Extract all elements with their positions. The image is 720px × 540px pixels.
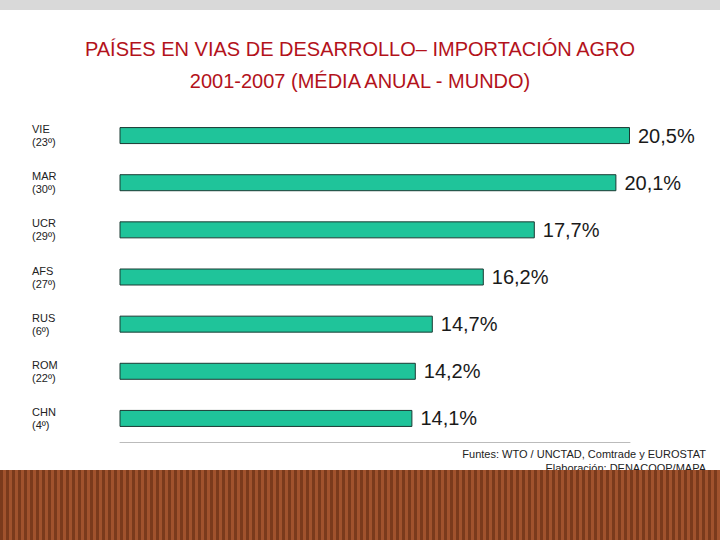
svg-text:20,1%: 20,1% [624,172,681,194]
svg-text:(4º): (4º) [32,419,49,431]
svg-text:(23º): (23º) [32,136,56,148]
svg-text:(27º): (27º) [32,278,56,290]
svg-text:20,5%: 20,5% [638,125,695,147]
svg-text:(6º): (6º) [32,325,49,337]
svg-text:(22º): (22º) [32,372,56,384]
svg-text:PAÍSES EN VIAS DE DESARROLLO–: PAÍSES EN VIAS DE DESARROLLO– IMPORTACIÓ… [85,38,635,60]
svg-text:17,7%: 17,7% [543,219,600,241]
svg-text:2001-2007 (MÉDIA ANUAL - MUNDO: 2001-2007 (MÉDIA ANUAL - MUNDO) [190,70,530,92]
svg-text:(30º): (30º) [32,183,56,195]
svg-text:(29º): (29º) [32,230,56,242]
svg-text:CHN: CHN [32,406,56,418]
svg-text:MAR: MAR [32,170,57,182]
svg-text:14,7%: 14,7% [441,313,498,335]
svg-text:16,2%: 16,2% [492,266,549,288]
svg-text:UCR: UCR [32,217,56,229]
svg-text:AFS: AFS [32,265,53,277]
svg-text:ROM: ROM [32,359,58,371]
svg-text:VIE: VIE [32,123,50,135]
svg-text:14,1%: 14,1% [420,407,477,429]
svg-text:RUS: RUS [32,312,55,324]
svg-text:Funtes: WTO / UNCTAD, Comtrade: Funtes: WTO / UNCTAD, Comtrade y EUROSTA… [462,448,706,460]
svg-text:Elaboración: DENACOOP/MAPA: Elaboración: DENACOOP/MAPA [545,462,706,471]
svg-text:14,2%: 14,2% [424,360,481,382]
